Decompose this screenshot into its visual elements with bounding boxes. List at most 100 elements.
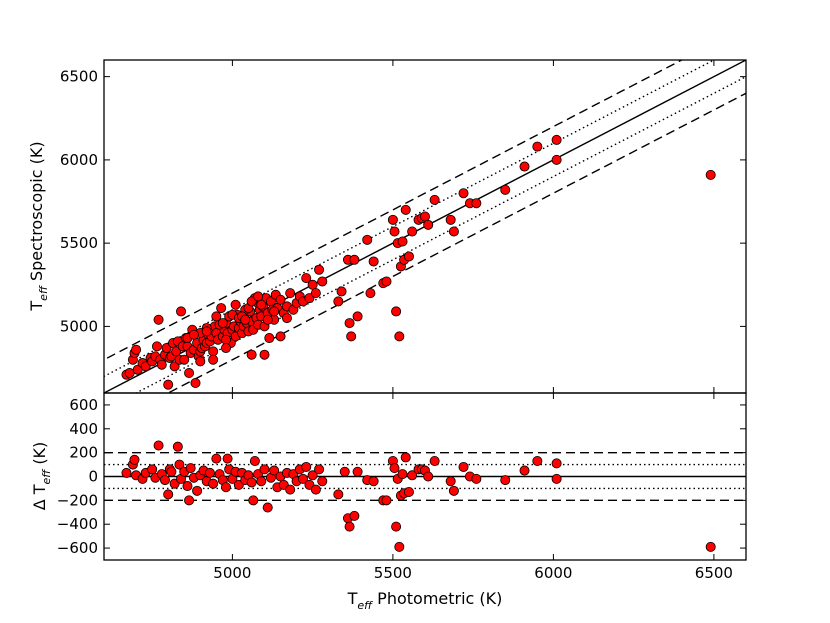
top-data-point [153, 314, 164, 325]
bottom-data-point [174, 459, 185, 470]
bottom-data-point [394, 541, 405, 552]
top-data-point [259, 349, 270, 360]
bottom-y-tick-label: 0 [88, 468, 98, 486]
bottom-data-point [256, 476, 267, 487]
bottom-data-point [317, 476, 328, 487]
bottom-data-point [129, 454, 140, 465]
bottom-data-point [368, 476, 379, 487]
top-reference-line-dashed [104, 60, 684, 361]
top-data-point [269, 306, 280, 317]
bottom-y-axis-label: Δ Teff (K) [30, 442, 53, 511]
top-data-point [407, 226, 418, 237]
bottom-data-point [471, 473, 482, 484]
top-data-point [281, 313, 292, 324]
top-reference-line-solid [104, 60, 746, 393]
bottom-data-point [301, 461, 312, 472]
top-data-point [262, 314, 273, 325]
top-y-tick-label: 5500 [60, 234, 98, 252]
bottom-y-tick-label: −200 [57, 491, 98, 509]
top-y-axis-label: Teff Spectroscopic (K) [27, 141, 50, 311]
top-data-point [285, 288, 296, 299]
bottom-data-point [211, 453, 222, 464]
bottom-data-point [519, 465, 530, 476]
top-data-point [317, 276, 328, 287]
bottom-data-point [339, 466, 350, 477]
top-data-point [336, 286, 347, 297]
bottom-data-point [705, 541, 716, 552]
bottom-data-point [391, 521, 402, 532]
bottom-data-point [166, 466, 177, 477]
bottom-data-point [163, 489, 174, 500]
bottom-data-point [397, 469, 408, 480]
top-reference-line-dotted [134, 75, 746, 393]
top-data-point [253, 291, 264, 302]
bottom-data-point [381, 495, 392, 506]
top-data-point [362, 234, 373, 245]
top-data-point [403, 251, 414, 262]
bottom-data-point [429, 455, 440, 466]
top-data-point [381, 276, 392, 287]
bottom-data-point [310, 484, 321, 495]
top-data-point [220, 334, 231, 345]
bottom-data-point [314, 464, 325, 475]
bottom-data-point [389, 463, 400, 474]
top-data-point [179, 354, 190, 365]
bottom-y-tick-label: −600 [57, 539, 98, 557]
bottom-data-point [159, 475, 170, 486]
top-data-point [423, 219, 434, 230]
bottom-y-tick-label: 600 [69, 396, 98, 414]
bottom-y-tick-label: −400 [57, 515, 98, 533]
top-data-point [397, 236, 408, 247]
bottom-data-point [208, 478, 219, 489]
bottom-data-point [407, 470, 418, 481]
top-data-point [368, 256, 379, 267]
bottom-y-tick-label: 200 [69, 444, 98, 462]
top-data-point [240, 314, 251, 325]
bottom-data-point [192, 485, 203, 496]
bottom-data-point [445, 476, 456, 487]
top-data-point [314, 264, 325, 275]
top-data-point [195, 356, 206, 367]
top-data-point [169, 361, 180, 372]
top-y-tick-label: 5000 [60, 317, 98, 335]
top-reference-lines [104, 60, 746, 393]
bottom-data-point [147, 464, 158, 475]
bottom-data-point [349, 510, 360, 521]
top-data-point [448, 226, 459, 237]
bottom-data-point [184, 495, 195, 506]
bottom-scatter-points [121, 440, 716, 552]
top-data-point [275, 331, 286, 342]
top-data-point [365, 288, 376, 299]
bottom-data-point [246, 477, 257, 488]
bottom-data-point [285, 484, 296, 495]
top-data-point [387, 214, 398, 225]
top-data-point [301, 273, 312, 284]
bottom-data-point [204, 467, 215, 478]
top-data-point [400, 204, 411, 215]
top-data-point [394, 331, 405, 342]
bottom-data-point [248, 495, 259, 506]
bottom-data-point [400, 452, 411, 463]
bottom-data-point [352, 466, 363, 477]
x-tick-label: 6500 [695, 564, 733, 582]
bottom-data-point [249, 455, 260, 466]
top-data-point [230, 299, 241, 310]
top-y-tick-label: 6000 [60, 151, 98, 169]
bottom-data-point [220, 482, 231, 493]
top-data-point [532, 141, 543, 152]
x-axis-label: Teff Photometric (K) [347, 589, 503, 612]
top-data-point [190, 378, 201, 389]
x-tick-label: 5500 [374, 564, 412, 582]
top-data-point [131, 344, 142, 355]
bottom-data-point [259, 464, 270, 475]
top-data-point [551, 154, 562, 165]
top-data-point [333, 296, 344, 307]
axis-tick-labels: 5000 5500 6000 6500 5000 5500 6000 6500 600 400 20… [57, 68, 733, 582]
top-data-point [208, 346, 219, 357]
bottom-data-point [500, 475, 511, 486]
top-data-point [220, 343, 231, 354]
top-scatter-points [121, 134, 716, 390]
bottom-data-point [121, 467, 132, 478]
bottom-data-point [172, 441, 183, 452]
